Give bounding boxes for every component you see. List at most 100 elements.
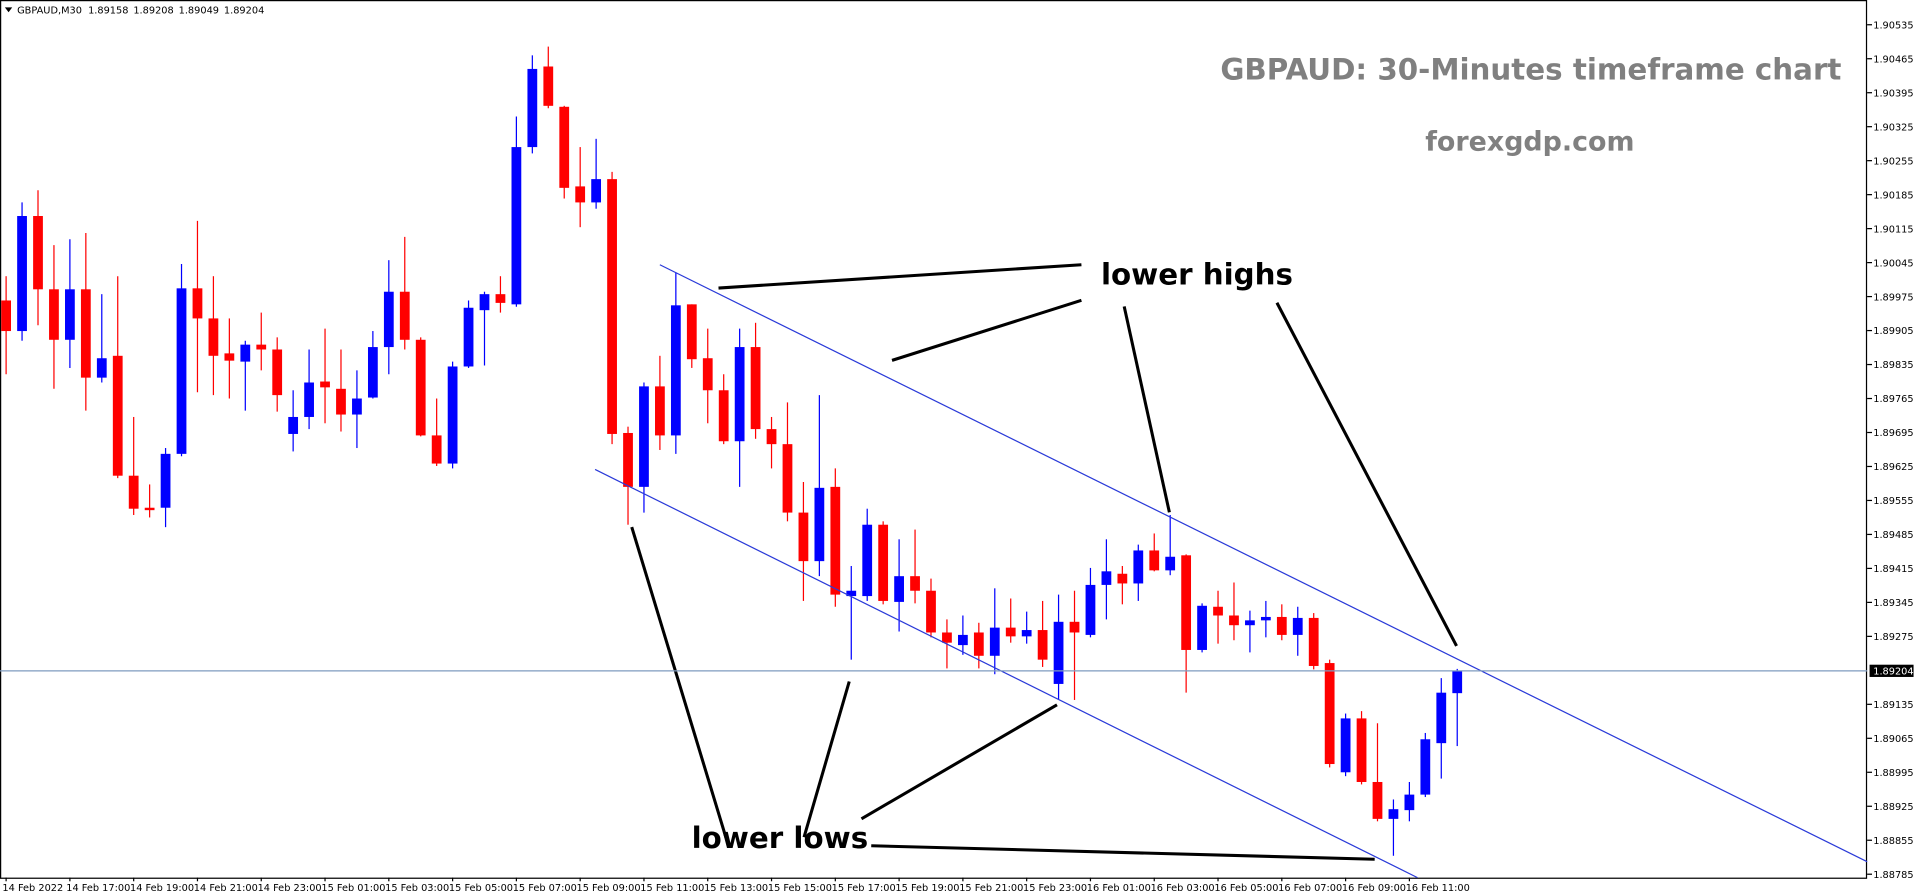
y-tick-label: 1.89135 (1873, 700, 1913, 711)
candle-body (655, 386, 665, 436)
y-tick-label: 1.89905 (1873, 326, 1913, 337)
candle-body (128, 475, 139, 509)
y-tick-label: 1.88995 (1873, 768, 1913, 779)
candle-body (1372, 781, 1383, 819)
y-tick-label: 1.88785 (1873, 870, 1913, 881)
candle-body (1149, 550, 1160, 571)
channel-lower (594, 468, 1418, 879)
candle-body (17, 216, 27, 332)
candle-body (1324, 663, 1335, 765)
candle-body (1037, 630, 1048, 660)
pointer (630, 526, 728, 838)
y-tick-label: 1.90255 (1873, 156, 1913, 167)
y-tick-label: 1.89695 (1873, 428, 1913, 439)
y-tick-label: 1.89835 (1873, 360, 1913, 371)
candle-body (49, 289, 59, 340)
candle-body (1213, 606, 1223, 616)
symbol: GBPAUD,M30 (17, 5, 82, 16)
candle-body (431, 435, 442, 464)
candle-body (1420, 739, 1431, 795)
y-tick-label: 1.89485 (1873, 530, 1913, 541)
candle-body (1181, 555, 1192, 650)
candle-body (878, 524, 889, 601)
candle-body (734, 347, 745, 442)
candle-body (1101, 571, 1112, 585)
candle-body (192, 288, 203, 319)
y-tick-label: 1.90115 (1873, 224, 1913, 235)
pointer (871, 844, 1375, 861)
candle-body (1, 300, 11, 332)
header-low: 1.89049 (179, 5, 219, 16)
chart-title: GBPAUD: 30-Minutes timeframe chart (1220, 53, 1841, 87)
y-tick-label: 1.90185 (1873, 190, 1913, 201)
candle-body (495, 294, 506, 303)
x-tick-label: 14 Feb 23:00 (258, 883, 322, 894)
candle-body (1197, 605, 1207, 650)
candle-body (96, 358, 107, 378)
candle-body (1404, 794, 1415, 811)
candle-body (176, 288, 187, 454)
candle-body (1356, 718, 1367, 782)
candle-body (1452, 670, 1463, 694)
candle-body (1260, 616, 1271, 621)
y-tick-label: 1.90395 (1873, 88, 1913, 99)
x-tick-label: 15 Feb 09:00 (577, 883, 641, 894)
y-tick-label: 1.90325 (1873, 122, 1913, 133)
candles (1, 46, 1463, 856)
x-tick-label: 16 Feb 01:00 (1087, 883, 1151, 894)
y-tick-label: 1.89975 (1873, 292, 1913, 303)
y-tick-label: 1.89065 (1873, 734, 1913, 745)
y-tick-label: 1.88855 (1873, 836, 1913, 847)
x-tick-label: 15 Feb 19:00 (895, 883, 959, 894)
candle-body (575, 186, 586, 203)
channel-upper (659, 264, 1868, 863)
candle-body (1340, 718, 1351, 773)
candle-body (112, 355, 123, 476)
x-tick-label: 15 Feb 05:00 (449, 883, 513, 894)
pointers (630, 263, 1458, 861)
candle-body (240, 344, 251, 362)
x-tick-label: 16 Feb 05:00 (1214, 883, 1278, 894)
candle-body (1133, 550, 1144, 584)
x-tick-label: 15 Feb 03:00 (385, 883, 449, 894)
candle-body (224, 353, 235, 361)
pointer (860, 703, 1058, 821)
candle-body (1069, 621, 1080, 633)
x-tick-label: 16 Feb 11:00 (1406, 883, 1470, 894)
candle-body (559, 106, 570, 188)
symbol-header: GBPAUD,M30 1.89158 1.89208 1.89049 1.89204 (17, 5, 264, 16)
pointer (802, 681, 851, 838)
candle-body (1308, 617, 1319, 666)
x-tick-label: 15 Feb 13:00 (704, 883, 768, 894)
y-tick-label: 1.89345 (1873, 598, 1913, 609)
candle-body (144, 507, 155, 511)
candle-body (750, 347, 761, 430)
menu-arrow[interactable] (4, 7, 13, 13)
header-close: 1.89204 (224, 5, 264, 16)
candle-body (160, 453, 171, 508)
candle-body (718, 390, 729, 442)
candle-body (399, 291, 410, 340)
x-tick-label: 16 Feb 07:00 (1278, 883, 1342, 894)
x-tick-label: 16 Feb 09:00 (1342, 883, 1406, 894)
x-tick-label: 14 Feb 21:00 (194, 883, 258, 894)
candle-body (639, 386, 649, 487)
header-open: 1.89158 (88, 5, 128, 16)
candle-body (511, 147, 522, 305)
candle-body (1053, 621, 1064, 684)
y-tick-label: 1.89555 (1873, 496, 1913, 507)
x-tick-label: 14 Feb 2022 (2, 883, 63, 894)
candle-body (1229, 615, 1239, 626)
candle-body (686, 304, 697, 360)
x-tick-label: 15 Feb 21:00 (959, 883, 1023, 894)
candle-body (272, 349, 283, 396)
y-tick-label: 1.89415 (1873, 564, 1913, 575)
x-tick-label: 15 Feb 01:00 (321, 883, 385, 894)
candle-body (304, 382, 314, 417)
candle-body (702, 358, 713, 391)
annotation: lower lows (692, 821, 869, 855)
candle-body (336, 388, 346, 415)
candle-body (80, 289, 91, 378)
candle-body (607, 179, 617, 434)
